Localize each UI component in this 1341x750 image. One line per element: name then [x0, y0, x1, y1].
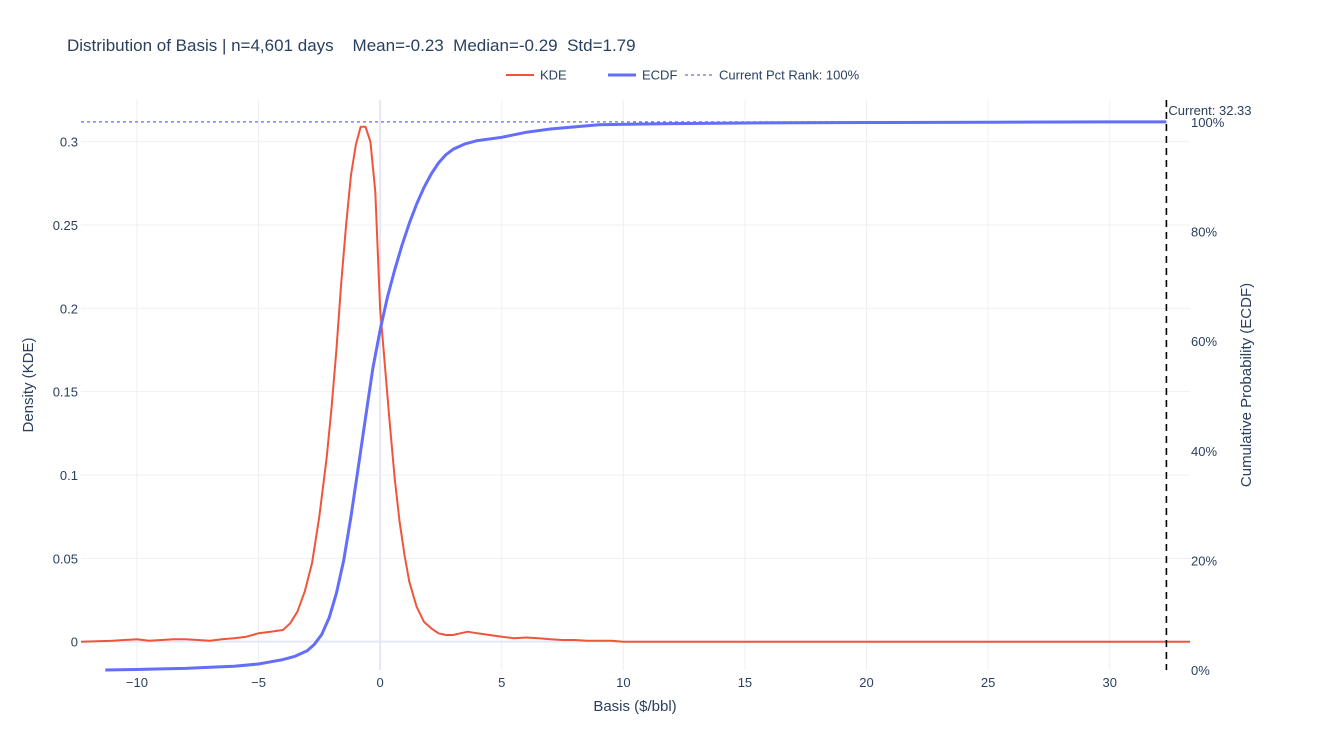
legend: KDE ECDF Current Pct Rank: 100% [506, 68, 860, 83]
x-tick-label: −10 [126, 675, 148, 690]
x-axis-title: Basis ($/bbl) [593, 698, 676, 715]
y-tick-label: 0 [71, 635, 78, 650]
current-value-annotation: Current: 32.33 [1168, 103, 1251, 118]
x-tick-label: 30 [1103, 675, 1117, 690]
kde-line [80, 125, 1190, 643]
x-tick-label: 20 [859, 675, 873, 690]
grid [81, 100, 1190, 670]
y-axis-title: Density (KDE) [20, 337, 37, 432]
y-tick-label: 0.05 [53, 551, 78, 566]
y-tick-label: 0.3 [60, 135, 78, 150]
y2-tick-label: 20% [1191, 553, 1217, 568]
x-tick-label: 25 [981, 675, 995, 690]
x-tick-label: 15 [738, 675, 752, 690]
y2-tick-label: 0% [1191, 663, 1210, 678]
chart-title: Distribution of Basis | n=4,601 days Mea… [67, 36, 636, 55]
x-tick-label: −5 [251, 675, 266, 690]
y2-tick-label: 80% [1191, 225, 1217, 240]
y2-tick-label: 100% [1191, 115, 1225, 130]
y2-tick-label: 40% [1191, 444, 1217, 459]
legend-label: ECDF [642, 68, 677, 83]
y-tick-label: 0.2 [60, 301, 78, 316]
x-tick-label: 5 [498, 675, 505, 690]
legend-label: KDE [540, 68, 567, 83]
y-tick-label: 0.1 [60, 468, 78, 483]
y-tick-label: 0.15 [53, 385, 78, 400]
series-layer: Current: 32.33 [80, 100, 1252, 672]
y2-axis-title: Cumulative Probability (ECDF) [1238, 283, 1255, 487]
x-tick-label: 10 [616, 675, 630, 690]
ecdf-line [105, 120, 1167, 672]
x-tick-label: 0 [377, 675, 384, 690]
y2-tick-label: 60% [1191, 334, 1217, 349]
y-tick-label: 0.25 [53, 218, 78, 233]
ticks-layer: −10 −5 0 5 10 15 20 25 30 0 0.05 0.1 0.15 0.2 0.25 0.3 0… [53, 115, 1225, 690]
legend-label: Current Pct Rank: 100% [719, 68, 860, 83]
